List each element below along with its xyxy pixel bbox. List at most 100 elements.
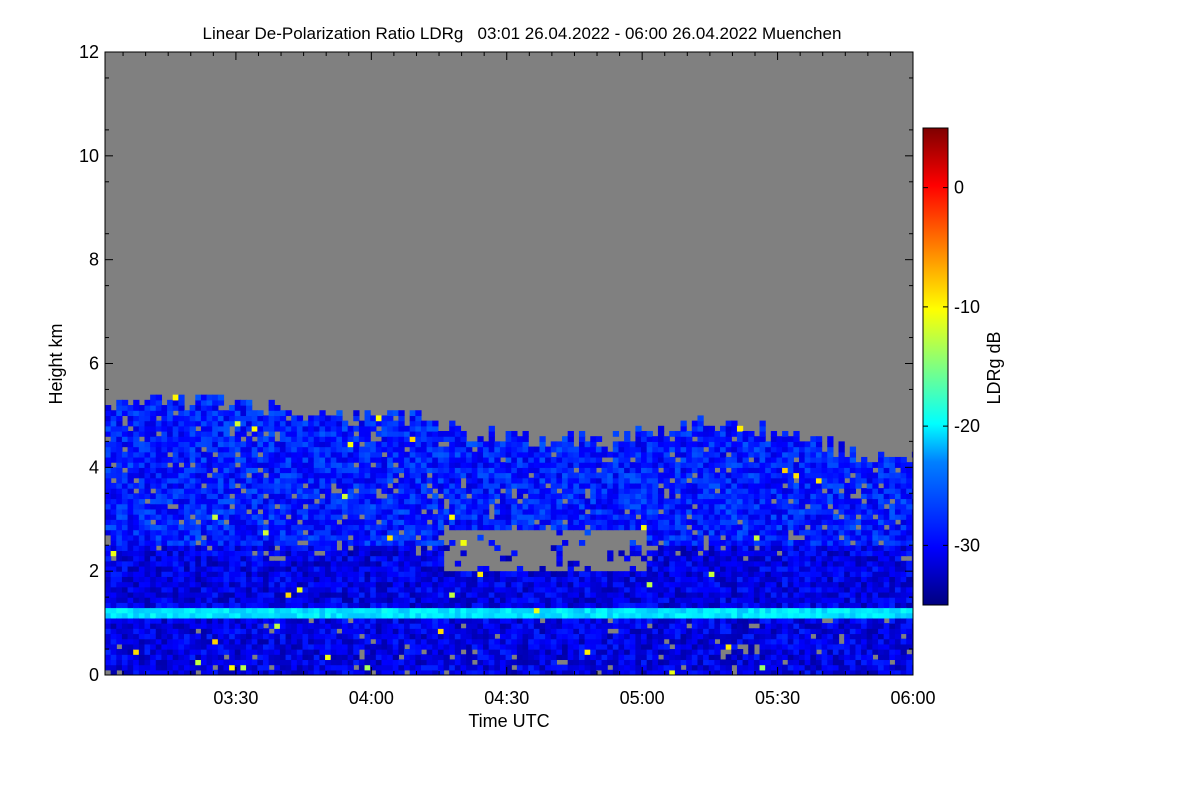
data-cell bbox=[443, 456, 450, 463]
data-cell bbox=[607, 654, 614, 661]
data-cell bbox=[703, 612, 710, 619]
data-cell bbox=[607, 649, 614, 655]
data-cell bbox=[392, 545, 400, 551]
data-cell bbox=[183, 477, 191, 484]
data-cell bbox=[584, 617, 591, 624]
data-cell bbox=[167, 446, 174, 453]
data-cell bbox=[494, 488, 501, 494]
data-cell bbox=[212, 534, 219, 541]
data-cell bbox=[144, 664, 151, 671]
data-cell bbox=[212, 555, 219, 562]
data-cell bbox=[172, 612, 179, 619]
data-cell bbox=[432, 628, 439, 635]
data-cell bbox=[686, 633, 693, 640]
data-cell bbox=[155, 643, 163, 650]
data-cell bbox=[669, 498, 676, 505]
data-cell bbox=[415, 633, 422, 640]
data-cell bbox=[105, 633, 112, 640]
data-cell bbox=[533, 617, 541, 624]
data-cell bbox=[336, 586, 343, 593]
data-cell bbox=[567, 477, 574, 484]
data-cell bbox=[646, 467, 653, 474]
data-cell bbox=[556, 503, 563, 510]
data-cell bbox=[578, 456, 586, 463]
data-cell bbox=[725, 638, 732, 645]
data-cell bbox=[291, 649, 298, 655]
data-cell bbox=[223, 467, 230, 474]
data-cell bbox=[121, 607, 129, 614]
data-cell bbox=[404, 560, 411, 567]
data-cell bbox=[285, 488, 292, 494]
data-cell bbox=[319, 425, 326, 432]
data-cell bbox=[330, 441, 337, 448]
data-cell bbox=[347, 612, 354, 619]
data-cell bbox=[150, 571, 157, 577]
data-cell bbox=[460, 514, 467, 520]
data-cell bbox=[720, 540, 727, 546]
data-cell bbox=[144, 508, 151, 515]
data-cell bbox=[313, 633, 321, 640]
data-cell bbox=[398, 560, 405, 567]
data-cell bbox=[505, 633, 512, 640]
data-cell bbox=[511, 430, 518, 437]
data-cell bbox=[110, 503, 117, 510]
data-cell bbox=[262, 498, 270, 505]
data-cell bbox=[341, 540, 349, 546]
data-cell bbox=[200, 394, 208, 401]
data-cell bbox=[426, 467, 433, 474]
data-cell bbox=[387, 410, 394, 417]
data-cell bbox=[387, 514, 394, 520]
data-cell bbox=[178, 555, 185, 562]
data-cell bbox=[691, 555, 699, 562]
data-cell bbox=[200, 472, 208, 479]
data-cell bbox=[234, 550, 242, 557]
data-cell bbox=[426, 623, 433, 629]
data-cell bbox=[257, 607, 264, 614]
data-cell bbox=[279, 612, 287, 619]
data-cell bbox=[663, 529, 670, 536]
data-cell bbox=[420, 534, 428, 541]
data-cell bbox=[133, 586, 140, 593]
data-cell bbox=[212, 430, 219, 437]
data-cell bbox=[262, 659, 270, 666]
data-cell bbox=[437, 664, 445, 671]
data-cell bbox=[189, 602, 196, 609]
data-cell bbox=[212, 493, 219, 500]
data-cell bbox=[533, 607, 541, 614]
data-cell bbox=[657, 617, 665, 624]
data-cell bbox=[460, 617, 467, 624]
data-cell bbox=[336, 602, 343, 609]
data-cell bbox=[725, 565, 732, 572]
data-cell bbox=[505, 659, 512, 666]
data-cell bbox=[562, 482, 569, 489]
data-cell bbox=[200, 503, 208, 510]
data-cell bbox=[341, 649, 349, 655]
data-cell bbox=[398, 534, 405, 541]
data-cell bbox=[426, 436, 433, 442]
data-cell bbox=[545, 488, 552, 494]
data-cell bbox=[454, 477, 462, 484]
data-cell bbox=[370, 482, 377, 489]
data-cell bbox=[217, 654, 225, 661]
data-cell bbox=[533, 586, 541, 593]
data-cell bbox=[240, 545, 247, 551]
data-cell bbox=[285, 664, 292, 671]
data-cell bbox=[167, 540, 174, 546]
data-cell bbox=[432, 425, 439, 432]
data-cell bbox=[319, 540, 326, 546]
data-cell bbox=[590, 607, 597, 614]
data-cell bbox=[375, 617, 383, 624]
data-cell bbox=[392, 524, 400, 531]
data-cell bbox=[183, 597, 191, 603]
data-cell bbox=[217, 643, 225, 650]
data-cell bbox=[703, 508, 710, 515]
data-cell bbox=[121, 477, 129, 484]
data-cell bbox=[398, 664, 405, 671]
data-cell bbox=[601, 597, 608, 603]
data-cell bbox=[341, 659, 349, 666]
data-cell bbox=[127, 488, 134, 494]
data-cell bbox=[624, 633, 631, 640]
data-cell bbox=[234, 514, 242, 520]
data-cell bbox=[573, 576, 580, 583]
data-cell bbox=[364, 607, 371, 614]
